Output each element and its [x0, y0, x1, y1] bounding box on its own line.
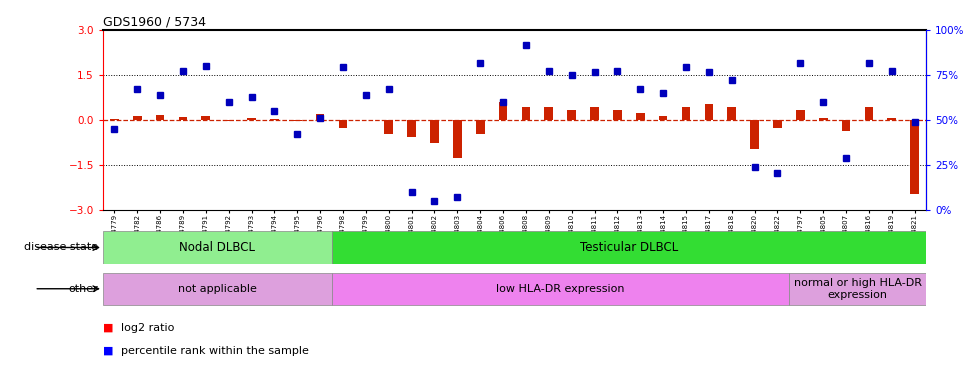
Bar [293, 120, 302, 121]
Bar [316, 114, 324, 120]
Bar [521, 106, 530, 120]
Bar [842, 120, 851, 131]
Text: low HLA-DR expression: low HLA-DR expression [496, 284, 624, 294]
Bar [796, 110, 805, 120]
Bar [888, 118, 896, 120]
Text: GDS1960 / 5734: GDS1960 / 5734 [103, 16, 206, 29]
Bar [590, 106, 599, 120]
Bar [430, 120, 439, 142]
Bar [156, 115, 165, 120]
Bar [270, 119, 278, 120]
Bar [636, 112, 645, 120]
Text: percentile rank within the sample: percentile rank within the sample [121, 346, 309, 355]
Text: not applicable: not applicable [177, 284, 257, 294]
Bar [727, 106, 736, 120]
Bar [247, 118, 256, 120]
Bar [659, 116, 667, 120]
Text: disease state: disease state [24, 243, 98, 252]
Bar [202, 116, 210, 120]
Bar [331, 231, 926, 264]
Bar [613, 110, 621, 120]
Bar [773, 120, 782, 128]
Bar [408, 120, 416, 136]
Text: other: other [69, 284, 98, 294]
Bar [331, 273, 789, 305]
Bar [910, 120, 919, 194]
Bar [103, 231, 331, 264]
Text: log2 ratio: log2 ratio [121, 323, 173, 333]
Text: ■: ■ [103, 346, 114, 355]
Bar [339, 120, 347, 128]
Bar [682, 106, 690, 120]
Bar [224, 120, 233, 121]
Bar [178, 117, 187, 120]
Bar [789, 273, 926, 305]
Text: ■: ■ [103, 323, 114, 333]
Bar [864, 106, 873, 120]
Bar [499, 102, 508, 120]
Bar [384, 120, 393, 134]
Bar [545, 106, 553, 120]
Bar [110, 118, 119, 120]
Text: Nodal DLBCL: Nodal DLBCL [179, 241, 255, 254]
Bar [133, 116, 141, 120]
Bar [103, 273, 331, 305]
Bar [705, 104, 713, 120]
Bar [819, 118, 827, 120]
Bar [567, 110, 576, 120]
Text: normal or high HLA-DR
expression: normal or high HLA-DR expression [794, 278, 921, 300]
Bar [751, 120, 759, 148]
Bar [476, 120, 484, 134]
Bar [453, 120, 462, 158]
Text: Testicular DLBCL: Testicular DLBCL [580, 241, 678, 254]
